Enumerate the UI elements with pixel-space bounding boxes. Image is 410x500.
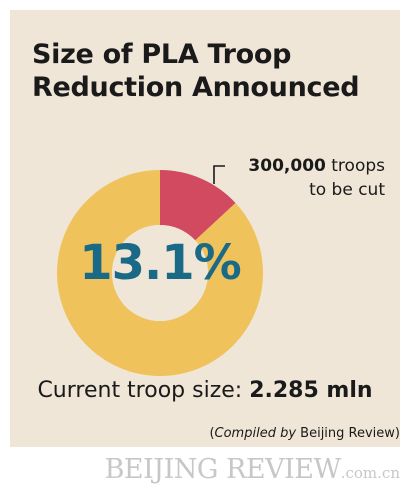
callout-number: 300,000: [248, 156, 326, 176]
slice-remaining: [57, 170, 264, 376]
source-note: (Compiled by Beijing Review): [0, 426, 400, 441]
cut-callout: 300,000 troops to be cut: [219, 154, 385, 202]
chart-title: Size of PLA Troop Reduction Announced: [32, 38, 360, 104]
source-compiled-by: Compiled by: [214, 426, 297, 441]
brand-domain: .com.cn: [340, 464, 400, 482]
source-paren-open: (: [209, 426, 215, 441]
source-publication: Beijing Review): [296, 426, 400, 441]
callout-leader-line: [213, 165, 225, 184]
callout-text-a: troops: [325, 156, 385, 176]
callout-text-b: to be cut: [309, 180, 385, 200]
chart-title-line-1: Size of PLA Troop: [32, 39, 292, 70]
chart-title-line-2: Reduction Announced: [32, 72, 360, 103]
donut-hole: [112, 225, 208, 321]
current-troop-size: Current troop size: 2.285 mln: [0, 378, 410, 403]
brand-name: BEIJING REVIEW: [104, 454, 342, 485]
current-troop-size-label: Current troop size:: [37, 378, 250, 403]
current-troop-size-value: 2.285 mln: [249, 378, 373, 403]
brand-watermark: BEIJING REVIEW.com.cn: [0, 454, 400, 485]
center-percentage: 13.1%: [79, 235, 242, 291]
slice-troops-cut: [160, 170, 236, 241]
